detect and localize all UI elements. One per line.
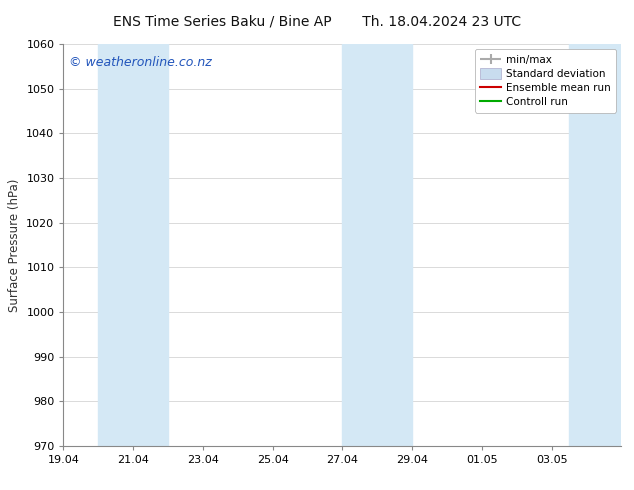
Bar <box>98 44 168 446</box>
Bar <box>569 44 634 446</box>
Text: © weatheronline.co.nz: © weatheronline.co.nz <box>69 56 212 69</box>
Legend: min/max, Standard deviation, Ensemble mean run, Controll run: min/max, Standard deviation, Ensemble me… <box>475 49 616 113</box>
Y-axis label: Surface Pressure (hPa): Surface Pressure (hPa) <box>8 178 21 312</box>
Text: ENS Time Series Baku / Bine AP       Th. 18.04.2024 23 UTC: ENS Time Series Baku / Bine AP Th. 18.04… <box>113 15 521 29</box>
Bar <box>342 44 412 446</box>
